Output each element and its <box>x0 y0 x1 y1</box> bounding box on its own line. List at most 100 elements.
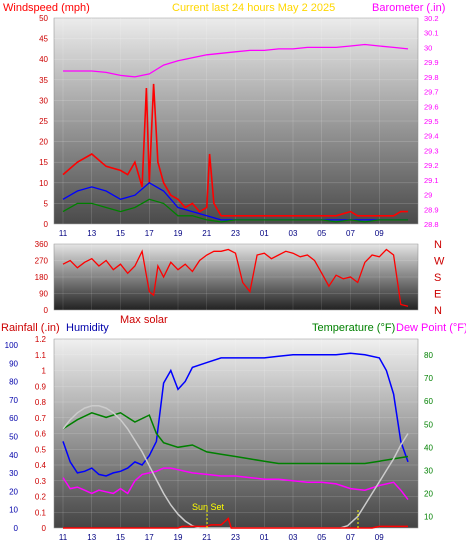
baro-tick-29.7: 29.7 <box>424 88 439 97</box>
wind-tick-30: 30 <box>39 96 48 105</box>
direction-series <box>62 248 409 307</box>
direction-series-line <box>62 248 409 307</box>
compass-tick-E: E <box>434 289 441 301</box>
baro-tick-29.3: 29.3 <box>424 146 439 155</box>
baro-tick-29.8: 29.8 <box>424 73 439 82</box>
x-tick-label-17: 17 <box>145 533 154 542</box>
humidity-tick-40: 40 <box>9 451 18 460</box>
baro-tick-29.9: 29.9 <box>424 58 439 67</box>
x-tick-label-21: 21 <box>202 533 211 542</box>
temp-tick-60: 60 <box>424 397 433 406</box>
compass-tick-S: S <box>434 272 441 284</box>
humidity-axis-label: Humidity <box>66 322 109 334</box>
wind-tick-45: 45 <box>39 35 48 44</box>
rainfall-axis-label: Rainfall (.in) <box>1 322 60 334</box>
rain-tick-0.7: 0.7 <box>35 414 47 423</box>
temperature-ticks: 10 20 30 40 50 60 70 80 <box>424 351 433 521</box>
x-tick-label-15: 15 <box>116 229 125 238</box>
rain-humidity-temperature-chart: 00.10.20.30.40.50.60.70.80.911.11.2 0102… <box>1 322 466 542</box>
baro-tick-29.2: 29.2 <box>424 161 439 170</box>
max-solar-label: Max solar <box>120 314 168 326</box>
direction-tick-90: 90 <box>39 290 48 299</box>
wind-left-ticks: 0 5 10 15 20 25 30 35 40 45 50 <box>39 14 48 229</box>
x-tick-label-01: 01 <box>260 229 269 238</box>
baro-tick-28.8: 28.8 <box>424 220 439 229</box>
x-tick-label-19: 19 <box>174 229 183 238</box>
x-tick-label-13: 13 <box>87 533 96 542</box>
temp-series-line <box>62 405 409 529</box>
direction-tick-360: 360 <box>35 240 49 249</box>
baro-tick-28.9: 28.9 <box>424 205 439 214</box>
direction-degree-ticks: 0 90 180 270 360 <box>35 240 49 315</box>
baro-tick-29.4: 29.4 <box>424 132 439 141</box>
baro-tick-30: 30 <box>424 43 432 52</box>
rain-tick-0.9: 0.9 <box>35 382 47 391</box>
rain-tick-0.6: 0.6 <box>35 430 47 439</box>
x-tick-label-21: 21 <box>202 229 211 238</box>
wind-series-line <box>63 43 409 78</box>
temp-plot-area <box>53 338 419 529</box>
temp-tick-20: 20 <box>424 489 433 498</box>
x-tick-label-13: 13 <box>87 229 96 238</box>
x-tick-label-23: 23 <box>231 229 240 238</box>
baro-tick-29: 29 <box>424 191 432 200</box>
compass-tick-N: N <box>434 305 442 317</box>
wind-tick-50: 50 <box>39 14 48 23</box>
rain-tick-0.1: 0.1 <box>35 508 47 517</box>
rain-tick-1.2: 1.2 <box>35 335 47 344</box>
wind-grid <box>54 17 418 225</box>
x-tick-label-17: 17 <box>145 229 154 238</box>
temp-series <box>62 352 409 529</box>
compass-tick-W: W <box>434 256 445 268</box>
x-tick-label-19: 19 <box>174 533 183 542</box>
wind-tick-40: 40 <box>39 55 48 64</box>
sunset-label: Sun Set <box>192 502 225 512</box>
x-tick-label-07: 07 <box>346 229 355 238</box>
x-tick-label-23: 23 <box>231 533 240 542</box>
x-tick-label-05: 05 <box>317 533 326 542</box>
humidity-tick-10: 10 <box>9 506 18 515</box>
wind-tick-25: 25 <box>39 117 48 126</box>
baro-tick-29.5: 29.5 <box>424 117 439 126</box>
x-tick-label-11: 11 <box>59 533 68 542</box>
baro-tick-30.2: 30.2 <box>424 14 439 23</box>
wind-tick-10: 10 <box>39 179 48 188</box>
temp-series-line <box>62 467 409 501</box>
barometer-axis-label: Barometer (.in) <box>372 2 445 14</box>
temperature-axis-label: Temperature (°F) <box>312 322 395 334</box>
windspeed-axis-label: Windspeed (mph) <box>3 2 90 14</box>
rain-tick-1: 1 <box>42 367 47 376</box>
x-tick-label-03: 03 <box>289 533 298 542</box>
wind-series <box>62 43 409 223</box>
wind-tick-35: 35 <box>39 76 48 85</box>
rain-tick-1.1: 1.1 <box>35 351 47 360</box>
humidity-tick-70: 70 <box>9 396 18 405</box>
humidity-tick-30: 30 <box>9 469 18 478</box>
barometer-right-ticks: 28.8 28.9 29 29.1 29.2 29.3 29.4 29.5 29.6 29.7 29… <box>424 14 439 229</box>
humidity-tick-50: 50 <box>9 433 18 442</box>
rain-tick-0.8: 0.8 <box>35 398 47 407</box>
wind-series-line <box>62 83 408 217</box>
x-tick-label-05: 05 <box>317 229 326 238</box>
x-tick-label-07: 07 <box>346 533 355 542</box>
direction-tick-180: 180 <box>35 273 49 282</box>
temp-tick-40: 40 <box>424 443 433 452</box>
x-tick-label-11: 11 <box>59 229 68 238</box>
humidity-tick-100: 100 <box>5 341 19 350</box>
humidity-tick-60: 60 <box>9 414 18 423</box>
temp-x-ticks: 11 13 15 17 19 21 23 01 03 05 07 09 <box>59 533 384 542</box>
temp-series-line <box>63 517 408 529</box>
wind-series-line <box>62 198 408 223</box>
compass-tick-N: N <box>434 239 442 251</box>
rain-tick-0.2: 0.2 <box>35 493 47 502</box>
rain-tick-0.5: 0.5 <box>35 445 47 454</box>
wind-tick-5: 5 <box>44 199 49 208</box>
x-tick-label-01: 01 <box>260 533 269 542</box>
temp-tick-80: 80 <box>424 351 433 360</box>
rainfall-ticks: 0 0.1 0.2 0.3 0.4 0.5 0.6 0.7 0.8 0.9 1 1.1 1.2 <box>35 335 47 533</box>
